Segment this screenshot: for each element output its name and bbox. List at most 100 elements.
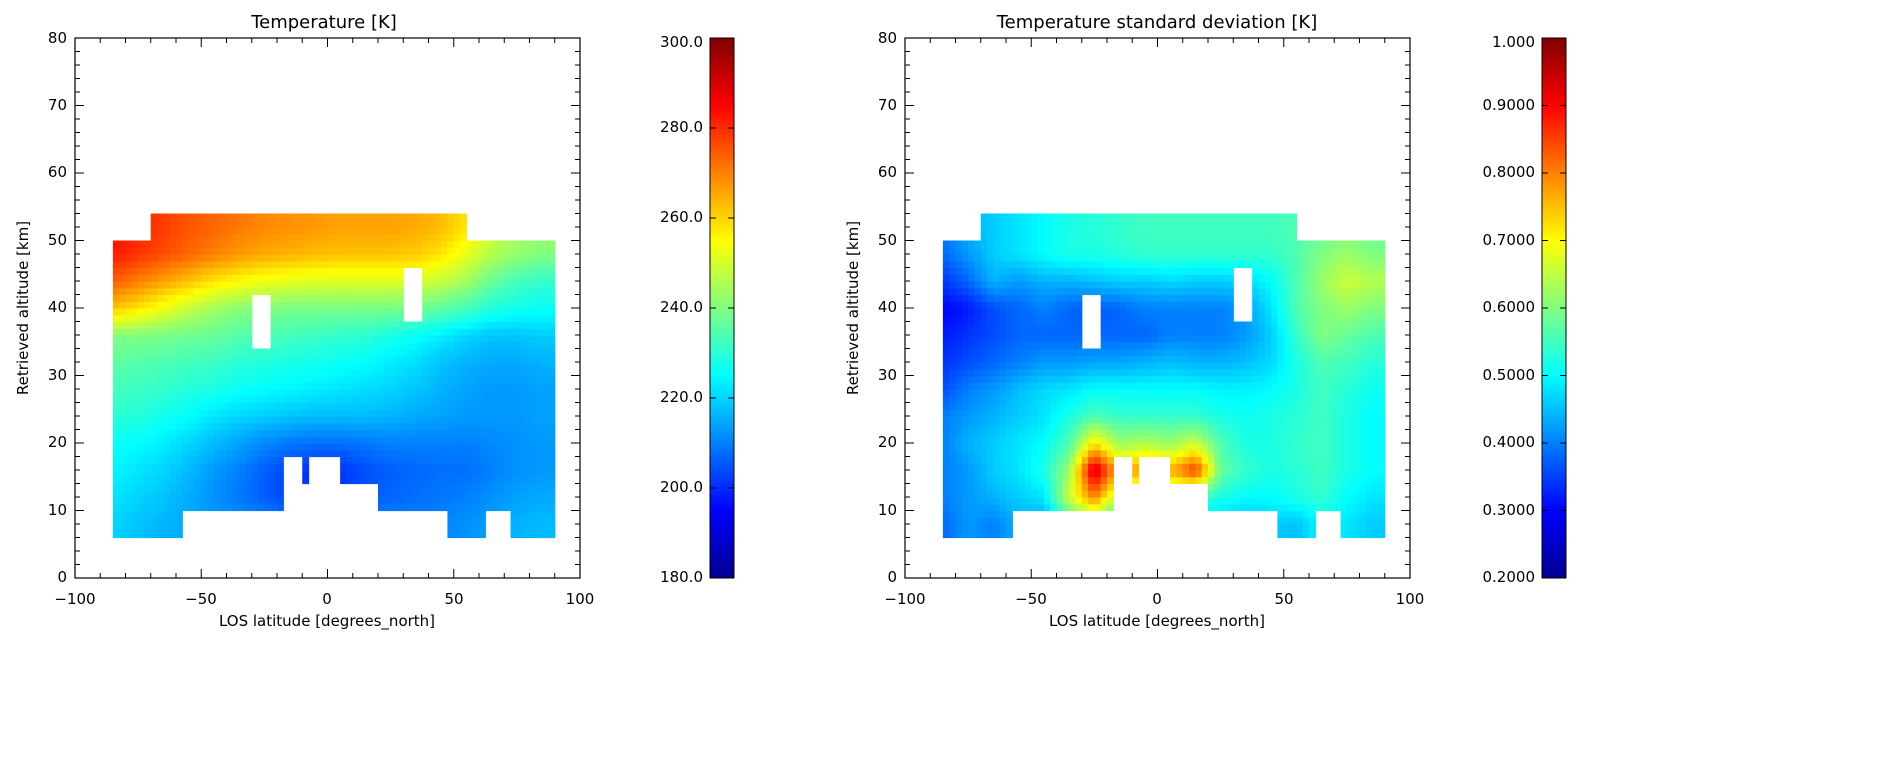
heatmap-cell — [245, 254, 253, 262]
heatmap-cell — [1037, 497, 1045, 505]
heatmap-cell — [390, 267, 398, 275]
heatmap-cell — [1163, 368, 1171, 377]
heatmap-cell — [479, 328, 486, 336]
heatmap-cell — [441, 389, 449, 397]
heatmap-cell — [396, 314, 404, 323]
heatmap-cell — [119, 530, 127, 539]
heatmap-cell — [529, 375, 537, 383]
heatmap-cell — [1144, 314, 1152, 323]
heatmap-cell — [302, 463, 310, 471]
heatmap-cell — [1006, 321, 1013, 329]
heatmap-cell — [1006, 267, 1013, 275]
heatmap-cell — [1157, 227, 1165, 235]
heatmap-cell — [415, 362, 423, 370]
heatmap-cell — [542, 260, 550, 269]
heatmap-cell — [390, 281, 398, 289]
heatmap-cell — [327, 308, 335, 316]
heatmap-cell — [1094, 497, 1102, 505]
heatmap-cell — [1138, 368, 1146, 377]
heatmap-cell — [1081, 348, 1089, 356]
heatmap-cell — [220, 483, 228, 491]
heatmap-cell — [295, 355, 303, 363]
heatmap-cell — [980, 497, 988, 505]
heatmap-cell — [472, 409, 480, 417]
heatmap-cell — [447, 395, 455, 404]
heatmap-cell — [1201, 314, 1209, 323]
heatmap-cell — [1189, 254, 1196, 262]
heatmap-cell — [1195, 348, 1203, 356]
heatmap-cell — [1220, 308, 1228, 316]
heatmap-cell — [283, 382, 291, 390]
heatmap-cell — [207, 429, 215, 437]
heatmap-cell — [1201, 355, 1209, 363]
heatmap-cell — [453, 274, 461, 282]
heatmap-cell — [1151, 389, 1159, 397]
heatmap-cell — [333, 335, 341, 343]
heatmap-cell — [1195, 470, 1203, 478]
heatmap-cell — [220, 436, 228, 444]
heatmap-cell — [1208, 416, 1215, 424]
heatmap-cell — [1220, 436, 1228, 444]
heatmap-cell — [510, 335, 518, 343]
heatmap-cell — [144, 456, 152, 464]
heatmap-cell — [277, 503, 284, 512]
heatmap-cell — [308, 274, 316, 282]
heatmap-cell — [1037, 436, 1045, 444]
heatmap-cell — [346, 281, 354, 289]
heatmap-cell — [283, 395, 291, 404]
heatmap-cell — [453, 517, 461, 525]
heatmap-cell — [409, 429, 417, 437]
heatmap-cell — [365, 328, 373, 336]
heatmap-cell — [169, 436, 177, 444]
heatmap-cell — [466, 490, 474, 498]
heatmap-cell — [1056, 260, 1064, 269]
heatmap-cell — [409, 490, 417, 498]
heatmap-cell — [232, 456, 240, 464]
heatmap-cell — [428, 281, 436, 289]
heatmap-cell — [1012, 240, 1020, 248]
heatmap-cell — [1125, 449, 1133, 458]
heatmap-cell — [479, 247, 486, 255]
heatmap-cell — [169, 402, 177, 410]
heatmap-cell — [1138, 409, 1146, 417]
heatmap-cell — [1138, 335, 1146, 343]
heatmap-cell — [955, 483, 963, 491]
heatmap-cell — [277, 449, 284, 458]
heatmap-cell — [1208, 213, 1215, 221]
heatmap-cell — [548, 267, 556, 275]
heatmap-cell — [194, 490, 202, 498]
temperature-std-heatmap — [942, 213, 1386, 539]
heatmap-cell — [548, 449, 556, 458]
heatmap-cell — [542, 463, 550, 471]
heatmap-cell — [516, 267, 524, 275]
heatmap-cell — [1125, 409, 1133, 417]
heatmap-cell — [993, 254, 1001, 262]
heatmap-cell — [485, 267, 493, 275]
heatmap-cell — [169, 429, 177, 437]
heatmap-cell — [277, 260, 284, 269]
heatmap-cell — [466, 368, 474, 377]
heatmap-cell — [232, 470, 240, 478]
heatmap-cell — [422, 422, 430, 431]
heatmap-cell — [340, 443, 348, 451]
heatmap-cell — [1094, 422, 1102, 431]
heatmap-cell — [182, 287, 190, 296]
heatmap-cell — [1125, 355, 1133, 363]
heatmap-cell — [453, 240, 461, 248]
heatmap-cell — [472, 483, 480, 491]
heatmap-cell — [974, 456, 982, 464]
heatmap-cell — [359, 341, 366, 350]
heatmap-cell — [270, 348, 278, 356]
heatmap-cell — [523, 530, 531, 539]
heatmap-cell — [466, 483, 474, 491]
heatmap-cell — [1006, 524, 1013, 532]
heatmap-cell — [1088, 443, 1095, 451]
heatmap-cell — [213, 503, 221, 512]
heatmap-cell — [548, 436, 556, 444]
heatmap-cell — [1113, 341, 1121, 350]
heatmap-cell — [245, 355, 253, 363]
heatmap-cell — [529, 429, 537, 437]
heatmap-cell — [460, 308, 467, 316]
heatmap-cell — [428, 382, 436, 390]
heatmap-cell — [258, 267, 265, 275]
